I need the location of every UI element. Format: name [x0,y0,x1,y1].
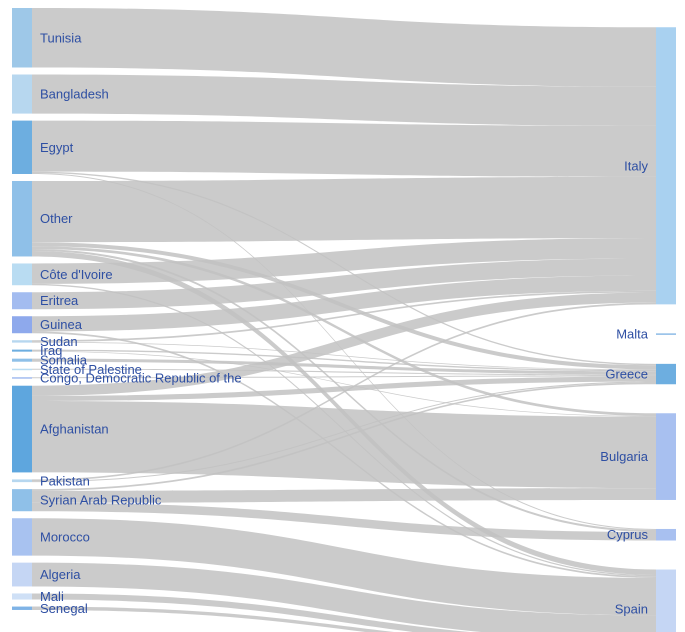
link-mali-to-spain [32,593,471,632]
node-label-pakistan: Pakistan [40,473,90,488]
sankey-labels: Tunisia Bangladesh Egypt Other Côte d'Ivoire… [40,30,649,616]
node-senegal [12,606,32,610]
node-cyprus [656,528,676,541]
link-other-to-bulgaria [32,246,656,416]
node-pakistan [12,479,32,483]
node-label-morocco: Morocco [40,529,90,544]
node-label-spain: Spain [615,602,648,617]
node-label-sudan: Sudan [40,334,78,349]
link-guinea-to-italy [32,275,656,332]
node-italy [656,27,676,305]
node-label-mali: Mali [40,589,64,604]
link-syrian-arab-republic-to-bulgaria [32,488,656,503]
link-syrian-arab-republic-to-greece [32,382,656,491]
link-tunisia-to-italy [32,8,656,87]
node-label-algeria: Algeria [40,567,81,582]
node-label-egypt: Egypt [40,140,74,155]
link-pakistan-to-italy [32,302,656,482]
link-bangladesh-to-italy [32,74,656,126]
node-bangladesh [12,74,32,114]
node-label-state-of-palestine: State of Palestine [40,362,142,377]
node-label-guinea: Guinea [40,317,83,332]
link-eritrea-to-italy [32,258,656,310]
node-algeria [12,562,32,587]
node-label-afghanistan: Afghanistan [40,422,109,437]
link-syrian-arab-republic-to-cyprus [32,502,656,541]
node-other [12,180,32,257]
node-bulgaria [656,413,676,500]
node-afghanistan [12,385,32,473]
node-congo-democratic-republic-of-the [12,377,32,379]
node-spain [656,569,676,632]
node-mali [12,593,32,600]
link-somalia-to-greece [32,358,656,375]
node-label-other: Other [40,211,73,226]
link-other-to-italy [32,176,656,243]
node-label-italy: Italy [624,158,648,173]
node-malta [656,333,676,335]
node-guinea [12,316,32,334]
node-label-bulgaria: Bulgaria [600,449,648,464]
node-syrian-arab-republic [12,489,32,512]
node-label-congo-democratic-republic-of-the: Congo, Democratic Republic of the [40,370,242,385]
node-label-tunisia: Tunisia [40,30,82,45]
node-label-syrian-arab-republic: Syrian Arab Republic [40,493,162,508]
node-c-te-d-ivoire [12,263,32,286]
link-iraq-to-bulgaria [32,350,656,417]
link-egypt-to-cyprus [32,172,656,530]
link-afghanistan-to-italy [32,292,656,396]
node-label-eritrea: Eritrea [40,293,79,308]
sankey-links [32,8,656,632]
link-afghanistan-to-bulgaria [32,401,656,489]
node-egypt [12,120,32,174]
node-label-bangladesh: Bangladesh [40,87,109,102]
link-sudan-to-italy [32,290,656,342]
sankey-nodes [12,8,676,632]
link-c-te-d-ivoire-to-italy [32,238,656,284]
link-morocco-to-spain [32,518,656,616]
link-state-of-palestine-to-greece [32,368,656,376]
node-somalia [12,358,32,362]
link-egypt-to-italy [32,120,656,177]
link-sudan-to-greece [32,341,656,370]
node-iraq [12,349,32,352]
link-senegal-to-spain [32,606,395,632]
node-sudan [12,340,32,343]
node-greece [656,363,676,385]
node-label-c-te-d-ivoire: Côte d'Ivoire [40,267,113,282]
link-iraq-to-greece [32,349,656,372]
node-label-somalia: Somalia [40,353,88,368]
node-morocco [12,518,32,556]
node-state-of-palestine [12,368,32,371]
node-label-cyprus: Cyprus [607,527,649,542]
node-label-senegal: Senegal [40,601,88,616]
node-eritrea [12,292,32,310]
link-pakistan-to-greece [32,381,656,483]
node-label-iraq: Iraq [40,343,62,358]
node-label-greece: Greece [605,367,648,382]
node-tunisia [12,8,32,68]
link-algeria-to-spain [32,562,656,632]
node-label-malta: Malta [616,327,649,342]
link-afghanistan-to-greece [32,376,656,402]
